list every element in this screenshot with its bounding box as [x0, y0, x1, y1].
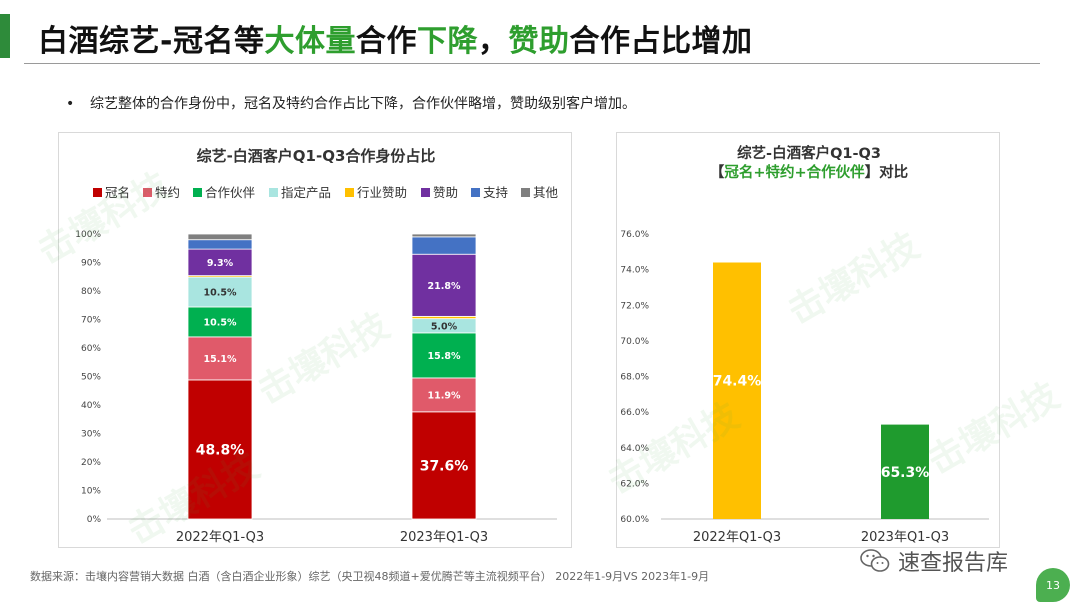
y-tick-label: 60% [81, 344, 101, 354]
x-tick-label: 2023年Q1-Q3 [400, 530, 488, 545]
stacked-bar-segment [411, 233, 477, 238]
data-label: 11.9% [428, 390, 461, 401]
stacked-bar-segment [411, 332, 477, 379]
stacked-chart-panel: 综艺-白酒客户Q1-Q3合作身份占比冠名 特约 合作伙伴 指定产品 行业赞助 赞助 支持 其他… [58, 132, 572, 548]
y-tick-label: 100% [75, 230, 101, 240]
subtitle-part: 【 [710, 164, 725, 181]
legend-swatch [421, 188, 430, 197]
bullet-dot-icon: • [66, 96, 75, 112]
comparison-chart-panel: 综艺-白酒客户Q1-Q3 【冠名+特约+合作伙伴】对比 60.0% 62.0% 64.0… [616, 132, 1000, 548]
subtitle-part: 冠名+特约+合作伙伴 [724, 163, 865, 181]
y-tick-label: 74.0% [620, 266, 649, 276]
x-tick-label: 2022年Q1-Q3 [693, 530, 781, 545]
legend-label: 赞助 [433, 185, 458, 200]
x-tick-label: 2022年Q1-Q3 [176, 530, 264, 545]
legend-label: 指定产品 [281, 185, 331, 200]
y-tick-label: 60.0% [620, 515, 649, 525]
data-label: 37.6% [420, 458, 469, 474]
comparison-bar [881, 424, 929, 519]
data-label: 65.3% [881, 465, 930, 481]
wechat-account-name: 速查报告库 [898, 551, 1009, 576]
data-label: 9.3% [207, 258, 234, 269]
y-tick-label: 62.0% [620, 479, 649, 489]
title-highlight: 下降 [416, 24, 478, 59]
y-tick-label: 76.0% [620, 230, 649, 240]
wechat-account: 速查报告库 [860, 545, 1008, 577]
wechat-icon [860, 549, 890, 572]
data-source-footer: 数据来源：击壤内容营销大数据 白酒（含白酒企业形象）综艺（央卫视48频道+爱优腾… [30, 570, 710, 583]
y-tick-label: 70% [81, 316, 101, 326]
legend-label: 特约 [155, 185, 180, 200]
data-label: 48.8% [196, 442, 245, 458]
y-tick-label: 0% [87, 515, 102, 525]
stacked-bar-segment [187, 336, 253, 381]
y-tick-label: 50% [81, 373, 101, 383]
data-label: 5.0% [431, 321, 458, 332]
y-tick-label: 10% [81, 487, 101, 497]
stacked-bar-segment [411, 377, 477, 413]
legend-swatch [345, 188, 354, 197]
data-label: 15.8% [428, 351, 461, 362]
legend-swatch [93, 188, 102, 197]
summary-text: 综艺整体的合作身份中，冠名及特约合作占比下降，合作伙伴略增，赞助级别客户增加。 [90, 96, 636, 112]
chart-title: 综艺-白酒客户Q1-Q3 [737, 144, 881, 162]
stacked-bar-segment [187, 379, 253, 520]
data-label: 10.5% [204, 317, 237, 328]
title-part: 白酒综艺-冠名等 [38, 24, 265, 59]
chart-subtitle: 【冠名+特约+合作伙伴】对比 [710, 163, 908, 181]
page-title: 白酒综艺-冠名等大体量合作下降，赞助合作占比增加 [38, 16, 752, 60]
data-label: 21.8% [428, 281, 461, 292]
chart-title: 综艺-白酒客户Q1-Q3合作身份占比 [197, 147, 436, 165]
data-label: 74.4% [713, 373, 762, 389]
stacked-bar-segment [187, 233, 253, 241]
legend-label: 其他 [533, 185, 559, 200]
stacked-bar-segment [187, 276, 253, 308]
y-tick-label: 70.0% [620, 337, 649, 347]
legend-label: 行业赞助 [357, 185, 407, 200]
legend-swatch [471, 188, 480, 197]
title-part: 合作占比增加 [569, 24, 753, 59]
title-highlight: 大体量 [264, 24, 356, 59]
data-label: 15.1% [204, 354, 237, 365]
title-part: 合作 [355, 24, 417, 59]
y-tick-label: 40% [81, 401, 101, 411]
page-number: 13 [1036, 568, 1070, 602]
y-tick-label: 72.0% [620, 301, 649, 311]
comparison-bar [713, 262, 761, 519]
title-accent-bar [0, 14, 10, 58]
y-tick-label: 90% [81, 259, 101, 269]
y-tick-label: 80% [81, 287, 101, 297]
legend-swatch [269, 188, 278, 197]
stacked-bar-segment [411, 411, 477, 520]
legend-label: 支持 [483, 185, 508, 200]
title-divider [24, 63, 1040, 64]
title-highlight: 赞助 [508, 24, 570, 59]
legend-label: 合作伙伴 [205, 185, 256, 200]
stacked-bar-segment [187, 248, 253, 277]
legend-swatch [143, 188, 152, 197]
y-tick-label: 68.0% [620, 373, 649, 383]
legend-swatch [521, 188, 530, 197]
data-label: 10.5% [204, 287, 237, 298]
y-tick-label: 30% [81, 430, 101, 440]
x-tick-label: 2023年Q1-Q3 [861, 530, 949, 545]
legend-label: 冠名 [105, 185, 130, 200]
title-part: ， [477, 24, 509, 59]
subtitle-part: 】对比 [865, 163, 909, 181]
comparison-bar-chart: 综艺-白酒客户Q1-Q3【冠名+特约+合作伙伴】对比60.0%62.0%64.0… [620, 144, 989, 545]
stacked-bar-segment [187, 239, 253, 250]
stacked-bar-segment [411, 236, 477, 255]
y-tick-label: 20% [81, 458, 101, 468]
legend-swatch [193, 188, 202, 197]
summary-bullet: • 综艺整体的合作身份中，冠名及特约合作占比下降，合作伙伴略增，赞助级别客户增加。 [66, 93, 636, 113]
y-tick-label: 66.0% [620, 408, 649, 418]
y-tick-label: 64.0% [620, 444, 649, 454]
